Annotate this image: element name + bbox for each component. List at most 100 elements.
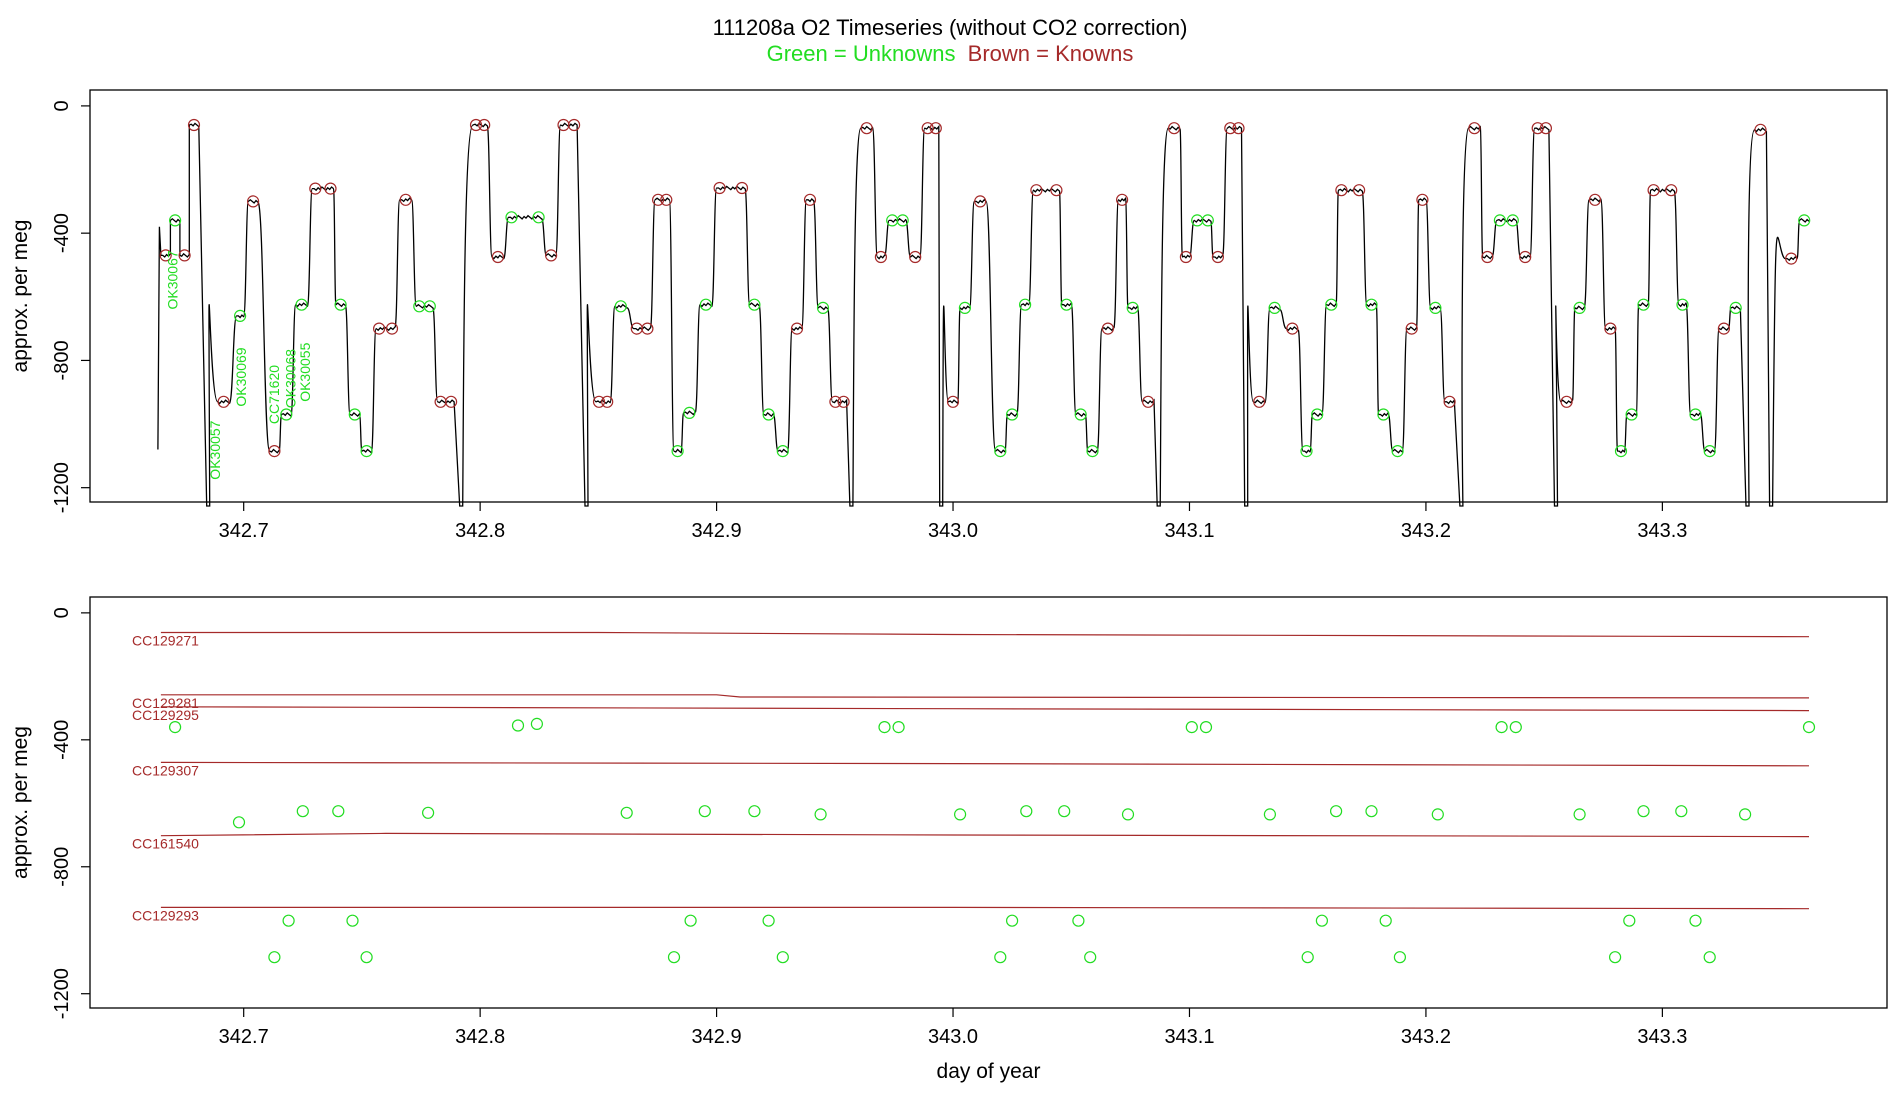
y-tick-label: 0 [51,607,73,618]
unknown-marker [896,214,909,227]
unknown-marker [1798,214,1811,227]
unknown-marker [169,214,182,227]
unknown-point [1072,914,1085,927]
known-marker [1211,250,1225,264]
unknown-marker [1377,408,1390,421]
unknown-point [1329,805,1343,818]
unknown-point [1608,951,1622,964]
x-tick-label: 342.9 [692,520,742,542]
x-tick-label: 342.7 [219,1026,269,1048]
unknown-marker [234,309,247,322]
chart-title: 111208a O2 Timeseries (without CO2 corre… [713,15,1188,40]
known-marker [1050,184,1063,197]
unknown-point [953,808,967,821]
bottom-panel: 342.7 342.8 342.9 343.0 343.1 343.2 343.3 0 -400… [9,596,1888,1083]
known-marker [1179,250,1193,264]
unknown-point [1703,951,1716,964]
x-axis-label: day of year [937,1060,1041,1083]
known-marker [1232,122,1245,135]
unknown-marker [1074,408,1087,421]
unknown-point [1121,808,1135,821]
known-marker [178,249,191,262]
plot-frame [89,596,1888,1009]
x-tick-label: 342.7 [219,520,269,542]
known-marker [187,118,201,132]
unknown-point [268,951,281,964]
known-marker [837,395,850,408]
known-marker [1115,193,1129,206]
sample-annotation: OK30057 [207,420,223,479]
known-marker [1405,322,1418,335]
known-marker [1481,250,1494,264]
unknown-point [1005,914,1019,927]
unknown-point [667,951,681,964]
unknown-marker [762,408,775,421]
unknown-marker [280,408,293,421]
sample-annotation: OK30069 [233,347,249,406]
known-marker [385,322,399,335]
y-tick-label: -1200 [51,462,73,513]
sample-annotation: CC71620 [266,365,282,424]
known-marker [491,250,504,264]
unknown-point [360,951,373,964]
reference-line [160,706,1810,712]
unknown-point [1379,914,1392,927]
known-marker [1352,184,1366,197]
unknown-point [1058,805,1071,818]
unknown-marker [1018,298,1032,311]
unknown-marker [295,298,308,311]
known-marker [1754,123,1767,136]
unknown-marker [1625,408,1638,421]
unknown-marker [683,406,696,419]
unknown-point [1495,720,1508,734]
unknown-point [169,720,182,734]
x-tick-label: 343.3 [1637,520,1687,542]
known-marker [660,193,673,206]
unknown-marker [348,408,361,421]
known-marker [567,118,581,132]
y-tick-label: -400 [51,720,73,760]
unknown-marker [1086,445,1099,458]
unknown-marker [671,445,684,458]
unknown-marker [958,301,972,314]
unknown-point [511,719,525,732]
known-marker [713,181,726,195]
known-marker [445,395,458,408]
x-tick-label: 343.2 [1401,520,1451,542]
reference-line [160,631,1810,638]
known-marker [1030,184,1043,197]
unknown-point [620,806,633,819]
unknown-point [892,720,905,734]
unknown-point [1393,951,1407,964]
known-marker [399,193,412,206]
y-axis-label: approx. per meg [9,726,32,879]
y-tick-label: -800 [51,847,73,887]
known-marker [651,193,665,206]
known-marker [247,195,260,208]
reference-line [160,906,1810,910]
unknown-point [994,951,1007,964]
reference-label: CC129293 [132,907,199,923]
unknown-point [1020,805,1033,818]
unknown-marker [1325,298,1338,311]
unknown-marker [1300,445,1313,458]
unknown-marker [1311,408,1324,421]
known-marker [974,195,987,208]
unknown-marker [1493,214,1507,227]
unknown-marker [1005,408,1019,421]
unknown-point [1689,914,1702,927]
known-marker [1604,322,1617,335]
unknown-marker [816,301,830,314]
unknown-point [1509,720,1522,734]
unknown-point [1431,808,1444,821]
known-marker [1416,193,1429,206]
x-tick-label: 343.1 [1164,520,1214,542]
unknown-marker [1391,445,1404,458]
known-marker [874,250,888,264]
x-tick-label: 343.0 [928,520,978,542]
known-marker [268,445,281,458]
known-marker [1665,184,1678,197]
unknown-point [1675,805,1688,818]
known-marker [1519,250,1532,264]
